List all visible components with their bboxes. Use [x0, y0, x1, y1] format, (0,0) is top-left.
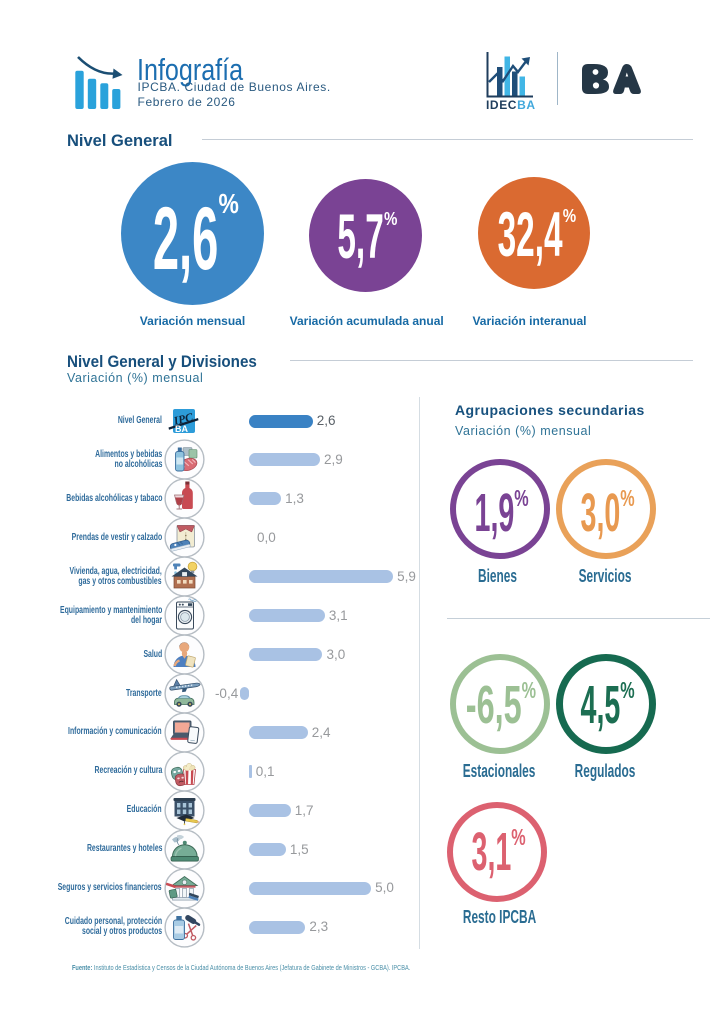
svg-text:IDECBA: IDECBA [486, 98, 536, 112]
svg-text:IPC: IPC [172, 411, 195, 427]
svg-text:BA: BA [175, 423, 188, 433]
